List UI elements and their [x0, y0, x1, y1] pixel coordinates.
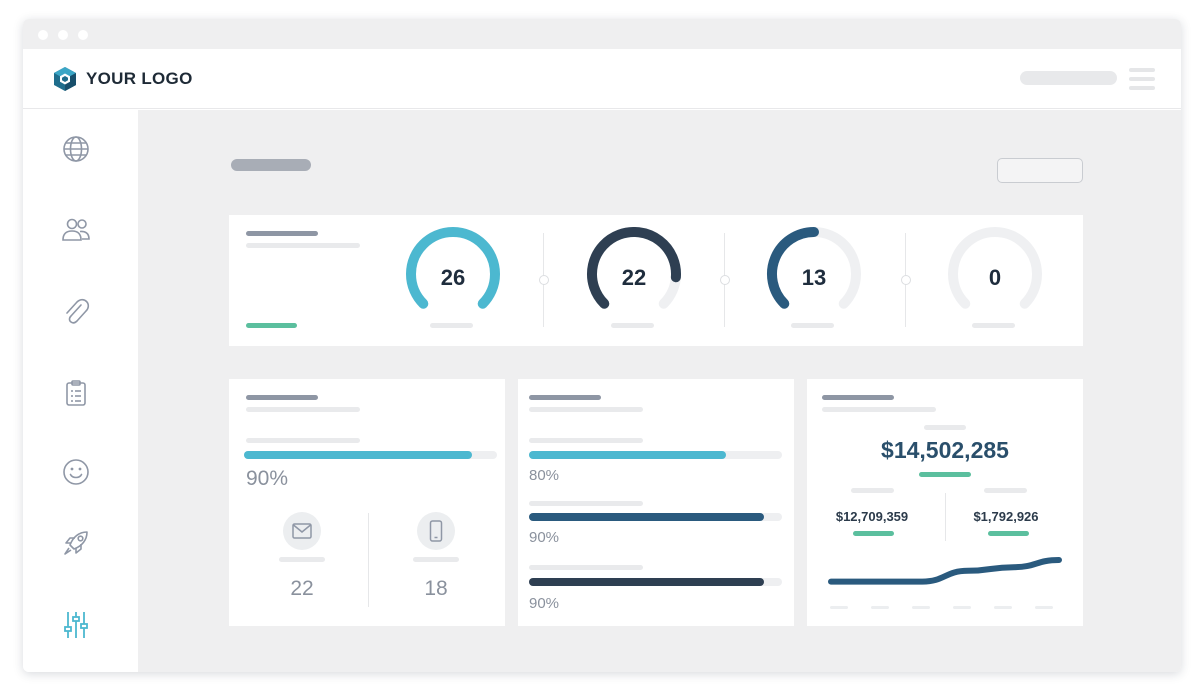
total-label-placeholder — [924, 425, 966, 430]
main-content: 26 22 13 0 — [138, 110, 1181, 672]
gauges-card: 26 22 13 0 — [229, 215, 1083, 346]
mobile-count: 18 — [424, 577, 448, 600]
revenue-card: $14,502,285 $12,709,359 $1,792,926 — [807, 379, 1083, 626]
paperclip-icon[interactable] — [61, 296, 91, 326]
users-icon[interactable] — [61, 214, 91, 244]
header-search-placeholder[interactable] — [1020, 71, 1117, 85]
sidebar — [23, 110, 138, 672]
bar-track — [529, 578, 782, 586]
gauge-value: 22 — [621, 265, 647, 290]
app-window: YOUR LOGO — [23, 19, 1181, 672]
window-dot[interactable] — [58, 30, 68, 40]
bars-card: 80% 90% 90% — [518, 379, 794, 626]
mobile-phone-icon — [417, 512, 455, 550]
card-title-placeholder — [246, 231, 318, 236]
bar-track — [529, 513, 782, 521]
revenue-left-value: $12,709,359 — [835, 509, 909, 524]
progress-track — [244, 451, 497, 459]
divider — [945, 493, 946, 541]
menu-icon[interactable] — [1129, 68, 1155, 90]
gauge-label-placeholder — [791, 323, 834, 328]
gauge-label-placeholder — [430, 323, 473, 328]
bar-track — [529, 451, 782, 459]
gauge-label-placeholder — [611, 323, 654, 328]
bar-fill — [529, 513, 765, 521]
bar-fill — [529, 578, 765, 586]
left-indicator — [853, 531, 894, 536]
revenue-total: $14,502,285 — [881, 437, 1009, 463]
bar-percent: 80% — [529, 467, 560, 484]
metric-label-placeholder — [246, 438, 360, 443]
card-subtitle-placeholder — [822, 407, 936, 412]
progress-percent: 90% — [246, 467, 289, 490]
bar-label-placeholder — [529, 565, 643, 570]
total-indicator — [919, 472, 971, 477]
channel-label-placeholder — [413, 557, 459, 562]
trend-chart — [828, 557, 1062, 609]
window-dot[interactable] — [38, 30, 48, 40]
title-bar — [23, 19, 1181, 49]
status-indicator — [246, 323, 297, 328]
card-subtitle-placeholder — [246, 243, 360, 248]
progress-card: 90% 22 18 — [229, 379, 505, 626]
bar-percent: 90% — [529, 529, 560, 546]
hexagon-logo-icon[interactable] — [54, 67, 76, 91]
window-dot[interactable] — [78, 30, 88, 40]
gauge-value: 26 — [440, 265, 466, 290]
card-title-placeholder — [822, 395, 894, 400]
bar-fill — [529, 451, 727, 459]
globe-icon[interactable] — [61, 134, 91, 164]
progress-fill — [244, 451, 472, 459]
bar-label-placeholder — [529, 501, 643, 506]
card-subtitle-placeholder — [529, 407, 643, 412]
bar-label-placeholder — [529, 438, 643, 443]
smiley-icon[interactable] — [61, 457, 91, 487]
split-label-placeholder — [851, 488, 894, 493]
card-title-placeholder — [246, 395, 318, 400]
clipboard-icon[interactable] — [61, 378, 91, 408]
rocket-icon[interactable] — [61, 528, 91, 558]
bar-percent: 90% — [529, 595, 560, 612]
sliders-icon[interactable] — [61, 610, 91, 640]
connector-dot — [720, 275, 730, 285]
envelope-icon — [283, 512, 321, 550]
connector-dot — [539, 275, 549, 285]
divider — [368, 513, 369, 607]
top-header: YOUR LOGO — [23, 49, 1181, 109]
logo-text[interactable]: YOUR LOGO — [86, 69, 193, 88]
connector-dot — [901, 275, 911, 285]
right-indicator — [988, 531, 1029, 536]
split-label-placeholder — [984, 488, 1027, 493]
card-title-placeholder — [529, 395, 601, 400]
channel-label-placeholder — [279, 557, 325, 562]
action-button[interactable] — [997, 158, 1083, 183]
gauge-value: 0 — [988, 265, 1002, 290]
gauge-value: 13 — [801, 265, 827, 290]
gauge-label-placeholder — [972, 323, 1015, 328]
page-title-placeholder — [231, 159, 311, 171]
trend-line — [828, 557, 1062, 585]
card-subtitle-placeholder — [246, 407, 360, 412]
email-count: 22 — [290, 577, 314, 600]
revenue-right-value: $1,792,926 — [973, 509, 1039, 524]
